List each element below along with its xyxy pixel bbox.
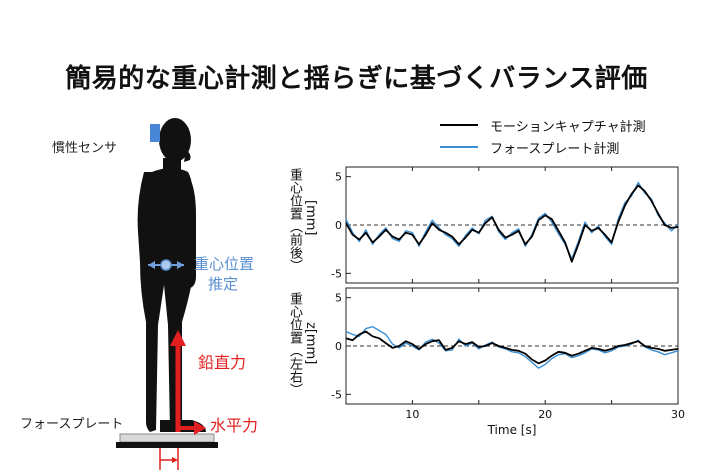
legend-item-forceplate: フォースプレート計測 [440,136,646,158]
x-tick-label: 20 [538,408,552,421]
vertical-force-arrow [170,330,186,432]
page-title: 簡易的な重心計測と揺らぎに基づくバランス評価 [65,64,648,94]
series-line-mocap [345,184,679,263]
legend-swatch-mocap [440,124,478,126]
y-tick-label: 0 [335,219,342,232]
legend-label-forceplate: フォースプレート計測 [490,141,620,157]
legend-item-mocap: モーションキャプチャ計測 [440,114,646,136]
ytitle-top-1: 重心位置（前後） [287,168,302,272]
cog-estimate-label-1: 重心位置 [194,255,255,273]
y-tick-label: 0 [335,340,342,353]
force-plate-base [116,442,218,448]
legend-label-mocap: モーションキャプチャ計測 [490,119,646,135]
x-tick-label: 10 [405,408,419,421]
x-tick-label: 30 [671,408,685,421]
chart-panel-mediolateral: -5 0 5 10 20 30 Time [s] [331,287,685,437]
series-line-mocap [345,330,679,365]
horizontal-force-arrow [176,421,206,435]
legend-swatch-forceplate [440,146,478,148]
cog-estimate-label-2: 推定 [208,275,239,293]
human-figure-illustration [116,118,218,470]
ytitle-bottom-1: 重心位置（左右） [287,292,302,396]
y-tick-label: -5 [331,267,342,280]
force-plate-label: フォースプレート [20,417,124,432]
x-axis-title: Time [s] [487,423,537,437]
ytitle-top-2: [mm] [303,200,318,236]
horizontal-force-label: 水平力 [210,416,259,435]
series-line-forceplate [345,326,679,369]
inertial-sensor-label: 慣性センサ [52,141,118,156]
chart-panel-anteroposterior: -5 0 5 [331,166,679,284]
y-tick-label: 5 [335,292,342,305]
inertial-sensor-block [150,124,160,142]
vertical-force-label: 鉛直力 [198,353,247,372]
series-line-forceplate [345,181,679,260]
cog-marker [148,259,184,271]
cop-offset-marker [159,448,179,470]
chart-legend: モーションキャプチャ計測 フォースプレート計測 [440,114,646,158]
y-tick-label: -5 [331,388,342,401]
y-tick-label: 5 [335,171,342,184]
ytitle-bottom-2: z[mm] [303,322,318,365]
